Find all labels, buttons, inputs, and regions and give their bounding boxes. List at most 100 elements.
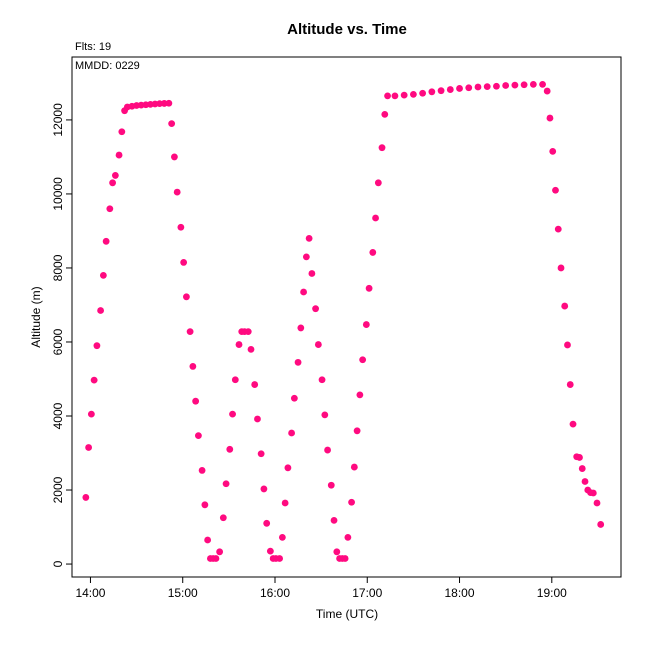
data-point: [493, 82, 500, 90]
data-point: [529, 80, 537, 88]
x-tick-label: 17:00: [352, 586, 382, 600]
data-point: [372, 214, 379, 222]
data-point: [115, 151, 123, 159]
data-point: [566, 381, 574, 388]
data-point: [278, 533, 286, 541]
y-tick-label: 2000: [51, 476, 65, 503]
data-points: [82, 80, 605, 562]
data-point: [300, 288, 307, 296]
data-point: [183, 293, 190, 301]
data-point: [90, 376, 98, 384]
data-point: [118, 128, 126, 136]
data-point: [212, 555, 220, 562]
data-point: [109, 179, 116, 187]
data-point: [400, 91, 408, 99]
data-point: [235, 341, 243, 348]
data-point: [106, 205, 114, 213]
y-axis-label: Altitude (m): [29, 286, 43, 347]
data-point: [229, 410, 236, 418]
data-point: [359, 356, 367, 364]
data-point: [85, 444, 93, 451]
data-point: [294, 358, 302, 366]
x-axis-label: Time (UTC): [316, 607, 378, 621]
data-point: [189, 363, 197, 370]
data-point: [254, 415, 261, 423]
data-point: [281, 499, 289, 507]
data-point: [266, 547, 274, 555]
data-point: [483, 83, 491, 91]
data-point: [378, 144, 386, 152]
data-point: [198, 467, 206, 474]
data-point: [276, 555, 284, 562]
data-point: [314, 341, 322, 348]
data-point: [554, 225, 562, 233]
data-point: [557, 264, 565, 272]
data-point: [409, 90, 417, 98]
data-point: [419, 89, 427, 97]
y-tick-label: 4000: [51, 402, 65, 429]
data-point: [297, 324, 305, 332]
data-point: [201, 501, 209, 509]
data-point: [263, 519, 271, 527]
data-point: [177, 223, 185, 231]
data-point: [333, 548, 341, 556]
data-point: [330, 516, 338, 524]
y-tick-label: 8000: [51, 254, 65, 281]
data-point: [288, 429, 295, 437]
data-point: [474, 83, 482, 91]
data-point: [446, 86, 454, 93]
data-point: [257, 450, 265, 458]
data-point: [97, 307, 105, 314]
data-point: [180, 259, 188, 266]
data-point: [111, 172, 119, 179]
plot-frame: [71, 56, 622, 578]
data-point: [561, 302, 569, 310]
data-point: [581, 478, 589, 485]
data-point: [260, 485, 268, 493]
data-point: [353, 427, 361, 435]
data-point: [165, 99, 173, 107]
data-point: [428, 88, 436, 96]
data-point: [226, 445, 234, 453]
data-point: [365, 284, 373, 292]
data-point: [171, 153, 178, 161]
data-point: [219, 514, 227, 522]
x-tick-label: 18:00: [445, 586, 475, 600]
data-point: [437, 87, 445, 95]
data-point: [231, 376, 239, 384]
data-point: [251, 381, 259, 388]
data-point: [593, 499, 601, 507]
data-point: [204, 536, 212, 544]
data-point: [569, 420, 577, 428]
chart-title: Altitude vs. Time: [287, 21, 407, 38]
y-tick-label: 12000: [51, 103, 65, 137]
data-point: [168, 120, 176, 128]
data-point: [381, 110, 389, 118]
data-point: [318, 376, 326, 384]
data-point: [102, 237, 110, 245]
data-point: [305, 234, 313, 242]
data-point: [173, 188, 181, 196]
data-point: [502, 82, 510, 89]
x-tick-label: 15:00: [168, 586, 198, 600]
data-point: [344, 533, 352, 541]
data-point: [216, 548, 224, 556]
data-point: [552, 186, 559, 194]
y-tick-label: 10000: [51, 177, 65, 211]
data-point: [456, 85, 463, 92]
data-point: [350, 463, 358, 471]
data-point: [362, 321, 370, 328]
data-point: [576, 454, 583, 461]
data-point: [99, 271, 107, 279]
data-point: [356, 391, 364, 399]
data-point: [192, 397, 200, 405]
data-point: [589, 489, 597, 497]
data-point: [549, 147, 557, 155]
data-point: [391, 92, 399, 100]
chart-subtitle: Flts: 19: [75, 41, 111, 53]
x-axis: 14:00 15:00 16:00 17:00 18:00 19:00: [75, 577, 567, 600]
data-point: [324, 446, 331, 454]
data-point: [93, 342, 101, 350]
y-tick-label: 0: [51, 560, 65, 567]
